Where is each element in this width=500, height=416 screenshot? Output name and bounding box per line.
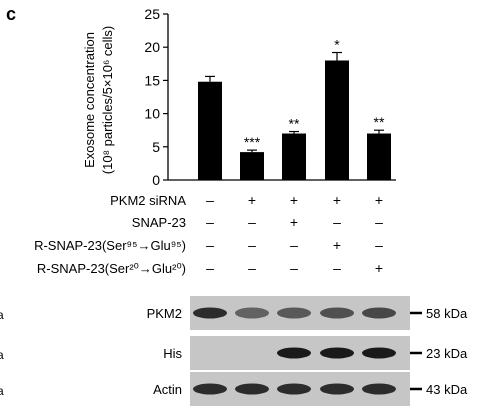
bar	[367, 133, 391, 180]
condition-mark: –	[206, 237, 214, 253]
y-tick-label: 0	[152, 172, 160, 188]
condition-mark: –	[206, 214, 214, 230]
blot-band	[362, 383, 396, 395]
condition-mark: +	[375, 192, 383, 208]
blot-band	[193, 383, 227, 395]
blot-protein-label: His	[163, 346, 182, 361]
blot-band	[320, 383, 354, 395]
condition-mark: –	[248, 260, 256, 276]
condition-mark: –	[248, 237, 256, 253]
condition-mark: +	[290, 214, 298, 230]
bar	[198, 81, 222, 180]
condition-table: PKM2 siRNA – + + + + SNAP-23 – – + – – R-SNAP-23(Ser…	[34, 192, 383, 276]
blot-band	[193, 307, 227, 319]
significance-label: **	[374, 114, 385, 130]
condition-mark: –	[333, 214, 341, 230]
condition-label: PKM2 siRNA	[110, 193, 186, 208]
left-fragment-label: a	[0, 348, 4, 362]
kda-label: 43 kDa	[426, 382, 468, 397]
blot-protein-label: Actin	[153, 382, 182, 397]
condition-mark: +	[248, 192, 256, 208]
y-axis-label-line1: Exosome concentration	[82, 32, 97, 168]
y-tick-label: 15	[144, 72, 160, 88]
condition-mark: –	[375, 214, 383, 230]
left-fragment-label: a	[0, 308, 4, 322]
significance-label: ***	[244, 134, 261, 150]
y-tick-label: 25	[144, 6, 160, 22]
left-fragment-label: a	[0, 384, 4, 398]
blot-band	[235, 383, 269, 395]
significance-marks: ********	[244, 37, 385, 151]
y-tick-label: 5	[152, 139, 160, 155]
condition-label: SNAP-23	[132, 215, 186, 230]
bar	[282, 133, 306, 180]
kda-label: 58 kDa	[426, 306, 468, 321]
western-blots: a PKM2 58 kDa a His 23 kDa a Actin 43 kDa	[0, 296, 468, 406]
bar	[325, 60, 349, 181]
y-tick-label: 20	[144, 39, 160, 55]
blot-band	[320, 307, 354, 319]
significance-label: **	[289, 116, 300, 132]
y-axis-label-line2: (10⁸ particles/5×10⁶ cells)	[100, 26, 115, 174]
condition-mark: –	[206, 192, 214, 208]
condition-mark: –	[333, 260, 341, 276]
blot-band	[277, 307, 311, 319]
kda-label: 23 kDa	[426, 346, 468, 361]
blot-band	[277, 383, 311, 395]
blot-band	[277, 347, 311, 359]
panel-label: c	[6, 4, 16, 24]
bar	[240, 152, 264, 180]
bar-series	[198, 60, 391, 181]
condition-mark: +	[333, 192, 341, 208]
significance-label: *	[334, 37, 340, 53]
blot-band	[320, 347, 354, 359]
condition-mark: –	[290, 237, 298, 253]
condition-mark: –	[206, 260, 214, 276]
condition-label: R-SNAP-23(Ser⁹⁵→Glu⁹⁵)	[34, 238, 186, 253]
y-tick-label: 10	[144, 106, 160, 122]
condition-mark: –	[290, 260, 298, 276]
y-axis: 0 5 10 15 20 25	[144, 6, 396, 188]
condition-mark: +	[290, 192, 298, 208]
condition-mark: –	[248, 214, 256, 230]
condition-label: R-SNAP-23(Ser²⁰→Glu²⁰)	[37, 261, 186, 276]
blot-band	[362, 347, 396, 359]
error-bars	[205, 51, 384, 153]
condition-mark: +	[375, 260, 383, 276]
blot-band	[235, 307, 269, 319]
condition-mark: +	[333, 237, 341, 253]
blot-band	[362, 307, 396, 319]
blot-protein-label: PKM2	[147, 306, 182, 321]
condition-mark: –	[375, 237, 383, 253]
